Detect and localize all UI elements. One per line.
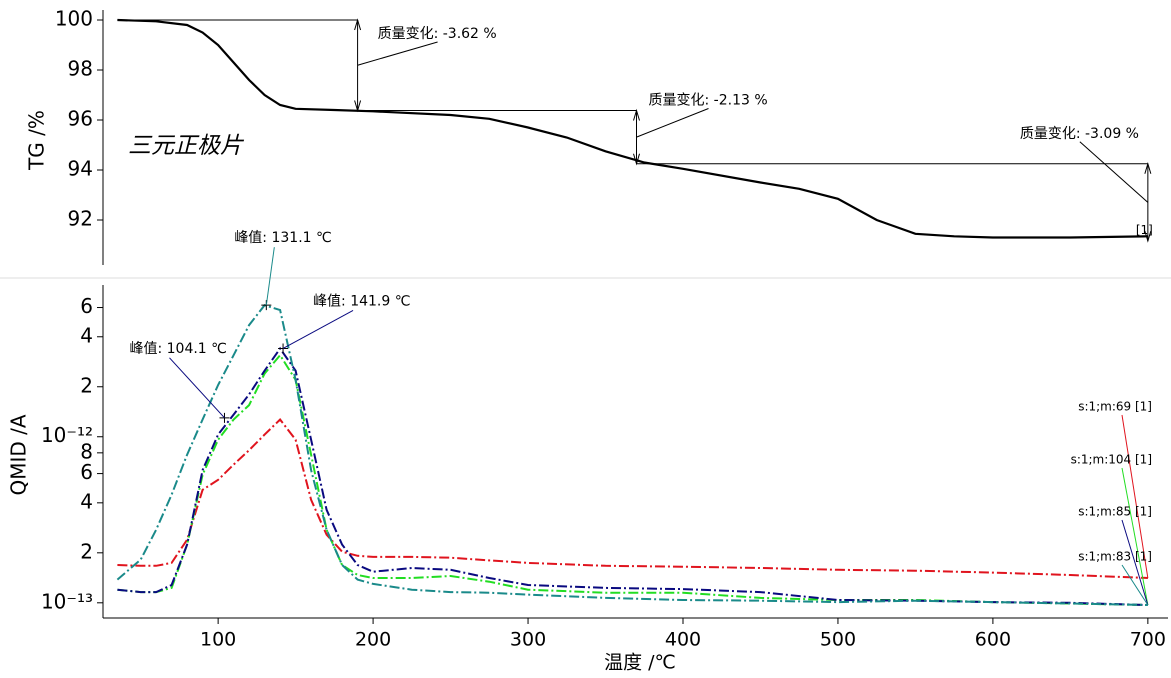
legend-leader bbox=[1121, 414, 1149, 579]
peak-marker bbox=[219, 412, 230, 423]
y-axis-label: QMID /A bbox=[7, 414, 31, 495]
y-tick-label: 10⁻¹² bbox=[41, 423, 93, 447]
tg-line bbox=[117, 18, 1148, 239]
series-line bbox=[117, 353, 1148, 606]
series-line bbox=[117, 417, 1148, 579]
legend-leader bbox=[1121, 467, 1149, 606]
peak-label: 峰值: 104.1 ℃ bbox=[129, 341, 226, 357]
y-tick-label: 8 bbox=[80, 439, 93, 463]
x-tick-label: 100 bbox=[200, 629, 236, 651]
legend-label: s:1;m:85 [1] bbox=[1078, 505, 1152, 519]
y-tick-label: 94 bbox=[68, 157, 93, 181]
y-tick-label: 4 bbox=[80, 323, 93, 347]
peak-label: 峰值: 131.1 ℃ bbox=[234, 230, 331, 246]
x-tick-label: 700 bbox=[1130, 629, 1166, 651]
step-label: 质量变化: -2.13 % bbox=[649, 93, 768, 109]
series-line bbox=[116, 304, 1148, 606]
y-tick-label: 6 bbox=[80, 460, 93, 484]
y-tick-label: 92 bbox=[68, 207, 93, 231]
y-tick-label: 6 bbox=[80, 294, 93, 318]
step-label: 质量变化: -3.62 % bbox=[378, 26, 497, 42]
series-line bbox=[117, 346, 1148, 606]
legend-leader bbox=[1121, 519, 1149, 606]
x-tick-label: 400 bbox=[665, 629, 701, 651]
y-tick-label: 96 bbox=[68, 107, 93, 131]
arrow-head bbox=[354, 18, 362, 31]
leader bbox=[357, 41, 438, 66]
leader bbox=[265, 247, 275, 306]
y-tick-label: 100 bbox=[55, 7, 93, 31]
y-tick-label: 2 bbox=[80, 539, 93, 563]
y-tick-label: 4 bbox=[80, 489, 93, 513]
leader bbox=[636, 108, 709, 138]
arrow-head bbox=[1144, 162, 1152, 174]
arrow-head bbox=[633, 108, 640, 121]
legend-label: s:1;m:104 [1] bbox=[1071, 453, 1152, 467]
step-label: 质量变化: -3.09 % bbox=[1020, 126, 1139, 142]
end-label: [1] bbox=[1136, 223, 1153, 237]
y-tick-label: 98 bbox=[68, 57, 93, 81]
x-tick-label: 300 bbox=[510, 629, 546, 651]
leader bbox=[282, 310, 354, 349]
legend-label: s:1;m:83 [1] bbox=[1078, 550, 1152, 564]
arrow-head bbox=[633, 153, 640, 166]
peak-label: 峰值: 141.9 ℃ bbox=[313, 293, 410, 309]
leader bbox=[169, 357, 225, 419]
y-tick-label: 2 bbox=[80, 373, 93, 397]
legend-label: s:1;m:69 [1] bbox=[1078, 400, 1152, 414]
sample-label: 三元正极片 bbox=[128, 133, 245, 159]
x-axis-label: 温度 /℃ bbox=[604, 652, 676, 674]
y-tick-label: 10⁻¹³ bbox=[41, 589, 93, 613]
y-axis-label: TG /% bbox=[25, 110, 49, 171]
arrow-head bbox=[1144, 230, 1152, 243]
leader bbox=[1079, 141, 1149, 203]
x-tick-label: 500 bbox=[820, 629, 856, 651]
x-tick-label: 600 bbox=[975, 629, 1011, 651]
x-tick-label: 200 bbox=[355, 629, 391, 651]
legend-leader bbox=[1121, 564, 1149, 606]
